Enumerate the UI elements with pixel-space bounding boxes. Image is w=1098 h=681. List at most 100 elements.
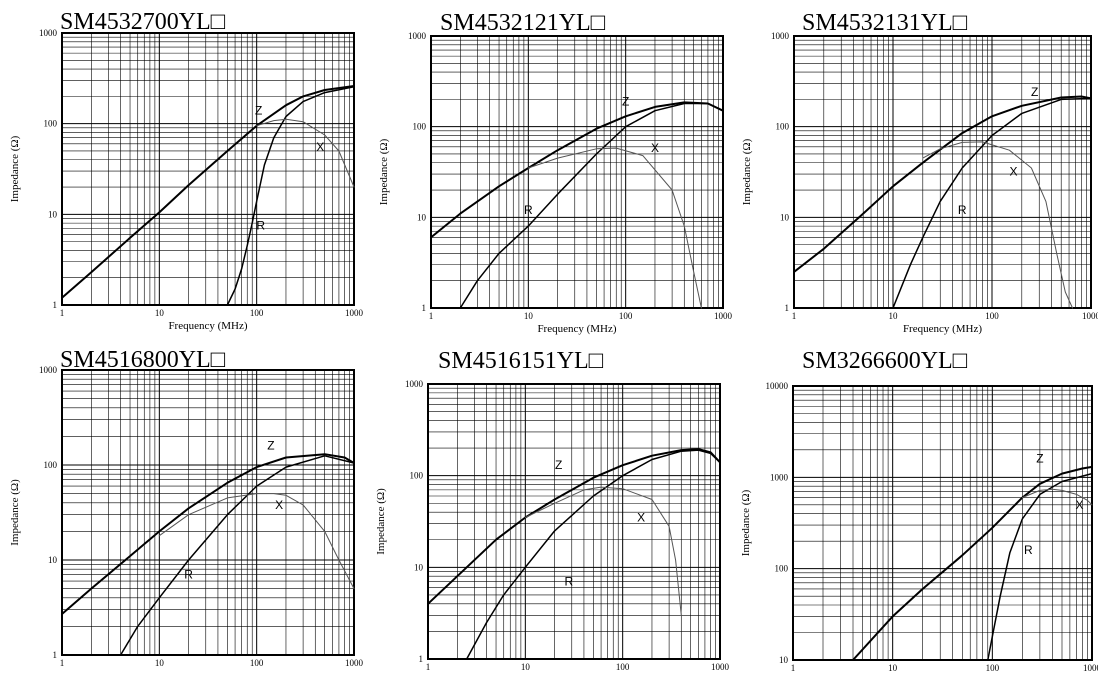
series-line-r <box>226 86 355 306</box>
y-tick-label: 1000 <box>405 379 424 389</box>
chart-title: SM4516151YL□ <box>438 348 604 374</box>
series-line-x <box>1021 488 1093 506</box>
y-axis-label: Impedance (Ω) <box>9 479 21 546</box>
x-tick-label: 1 <box>791 663 796 673</box>
series-line-z <box>61 453 355 615</box>
series-label-z: Z <box>555 458 562 472</box>
series-label-z: Z <box>622 94 629 108</box>
x-tick-label: 100 <box>986 663 1000 673</box>
chart-title: SM3266600YL□ <box>802 348 968 374</box>
series-line-z <box>61 85 355 299</box>
chart-svg: 110100100010100100010000Impedance (Ω)ZRX <box>740 381 1098 673</box>
y-tick-label: 1000 <box>39 365 58 375</box>
y-tick-label: 10 <box>780 212 790 222</box>
y-tick-label: 1 <box>419 654 424 664</box>
plot-frame <box>792 385 1093 661</box>
y-axis-label: Impedance (Ω) <box>375 488 387 555</box>
series-label-r: R <box>524 203 533 217</box>
series-label-z: Z <box>1031 85 1038 99</box>
y-tick-label: 100 <box>413 122 427 132</box>
x-tick-label: 1 <box>426 662 431 672</box>
x-tick-label: 1000 <box>345 308 364 318</box>
chart-svg: 1 10 100 1000 1 10 100 1000 Frequency (MHz) Imped… <box>9 28 364 332</box>
series-line-x <box>256 118 355 188</box>
plot-frame <box>430 35 724 309</box>
x-tick-label: 10 <box>524 311 534 321</box>
y-tick-label: 1 <box>53 300 58 310</box>
x-tick-label: 100 <box>250 658 264 668</box>
series-line-r <box>987 472 1093 661</box>
chart-panel: SM4532700YL□ 1 10 100 1000 1 10 100 1000 Frequen… <box>0 0 366 340</box>
series-line-x <box>527 147 702 309</box>
y-tick-label: 1 <box>785 303 790 313</box>
x-axis-label: Frequency (MHz) <box>168 320 247 332</box>
series-line-r <box>459 102 724 309</box>
series-line-x <box>922 141 1073 309</box>
y-tick-label: 1000 <box>771 31 790 41</box>
y-tick-label: 100 <box>776 122 790 132</box>
chart-panel: SM4532121YL□ 1 10 100 1000 1 10 100 1000 Frequen… <box>366 0 733 340</box>
x-tick-label: 10 <box>888 663 898 673</box>
series-label-r: R <box>184 568 193 582</box>
series-line-z <box>427 448 721 605</box>
x-tick-label: 1000 <box>1083 663 1098 673</box>
x-tick-label: 100 <box>619 311 633 321</box>
y-tick-label: 10 <box>48 555 58 565</box>
y-tick-label: 1000 <box>770 472 789 482</box>
y-tick-label: 1 <box>422 303 427 313</box>
chart-title: SM4532121YL□ <box>440 10 606 36</box>
series-label-z: Z <box>267 439 274 453</box>
x-tick-label: 10 <box>521 662 531 672</box>
series-label-r: R <box>256 219 265 233</box>
series-label-r: R <box>958 203 967 217</box>
grid <box>793 386 1092 660</box>
x-tick-label: 100 <box>985 311 999 321</box>
chart-panel: SM3266600YL□ 110100100010100100010000Imp… <box>732 340 1098 681</box>
y-tick-label: 10 <box>779 655 789 665</box>
x-axis-label: Frequency (MHz) <box>537 323 616 335</box>
series-label-x: X <box>316 140 324 154</box>
series-label-x: X <box>637 510 645 524</box>
plot-frame <box>61 32 355 306</box>
y-axis-label: Impedance (Ω) <box>378 138 390 205</box>
y-tick-label: 100 <box>44 119 58 129</box>
chart-panel: SM4516151YL□ 1 10 100 1000 1 10 100 1000 Impedan… <box>366 340 732 681</box>
series-label-x: X <box>651 141 659 155</box>
x-tick-label: 1 <box>60 658 65 668</box>
series-label-x: X <box>1076 498 1084 512</box>
y-tick-label: 100 <box>775 564 789 574</box>
series-line-z <box>852 465 1093 661</box>
y-tick-label: 10000 <box>766 381 789 391</box>
x-tick-label: 10 <box>889 311 899 321</box>
x-tick-label: 1000 <box>711 662 730 672</box>
series-label-z: Z <box>1036 452 1043 466</box>
grid <box>428 384 720 659</box>
chart-svg: 1 10 100 1000 1 10 100 1000 Frequency (MHz) Imped… <box>741 31 1098 335</box>
y-tick-label: 1000 <box>408 31 427 41</box>
chart-title: SM4516800YL□ <box>60 347 226 373</box>
y-tick-label: 1 <box>53 650 58 660</box>
plot-frame <box>793 35 1092 309</box>
series-label-x: X <box>275 498 283 512</box>
series-line-x <box>524 486 682 616</box>
y-tick-label: 100 <box>410 471 424 481</box>
series-label-z: Z <box>255 103 262 117</box>
chart-svg: 1 10 100 1000 1 10 100 1000 Impedance (Ω) Z R X <box>9 365 364 668</box>
x-tick-label: 1 <box>429 311 434 321</box>
x-tick-label: 1 <box>60 308 65 318</box>
x-tick-label: 100 <box>616 662 630 672</box>
grid <box>794 36 1091 308</box>
x-tick-label: 10 <box>155 308 165 318</box>
grid <box>431 36 723 308</box>
x-axis-label: Frequency (MHz) <box>903 323 982 335</box>
chart-panel: SM4516800YL□ 1 10 100 1000 1 10 100 1000 Impedan… <box>0 340 366 681</box>
chart-panel: SM4532131YL□ 1 10 100 1000 1 10 100 1000 Frequen… <box>732 0 1098 340</box>
x-tick-label: 100 <box>250 308 264 318</box>
x-tick-label: 1000 <box>345 658 364 668</box>
plot-frame <box>427 383 721 660</box>
series-label-r: R <box>565 575 574 589</box>
grid <box>62 33 354 305</box>
series-line-r <box>119 455 355 656</box>
series-line-x <box>158 493 355 590</box>
series-line-r <box>465 449 721 660</box>
